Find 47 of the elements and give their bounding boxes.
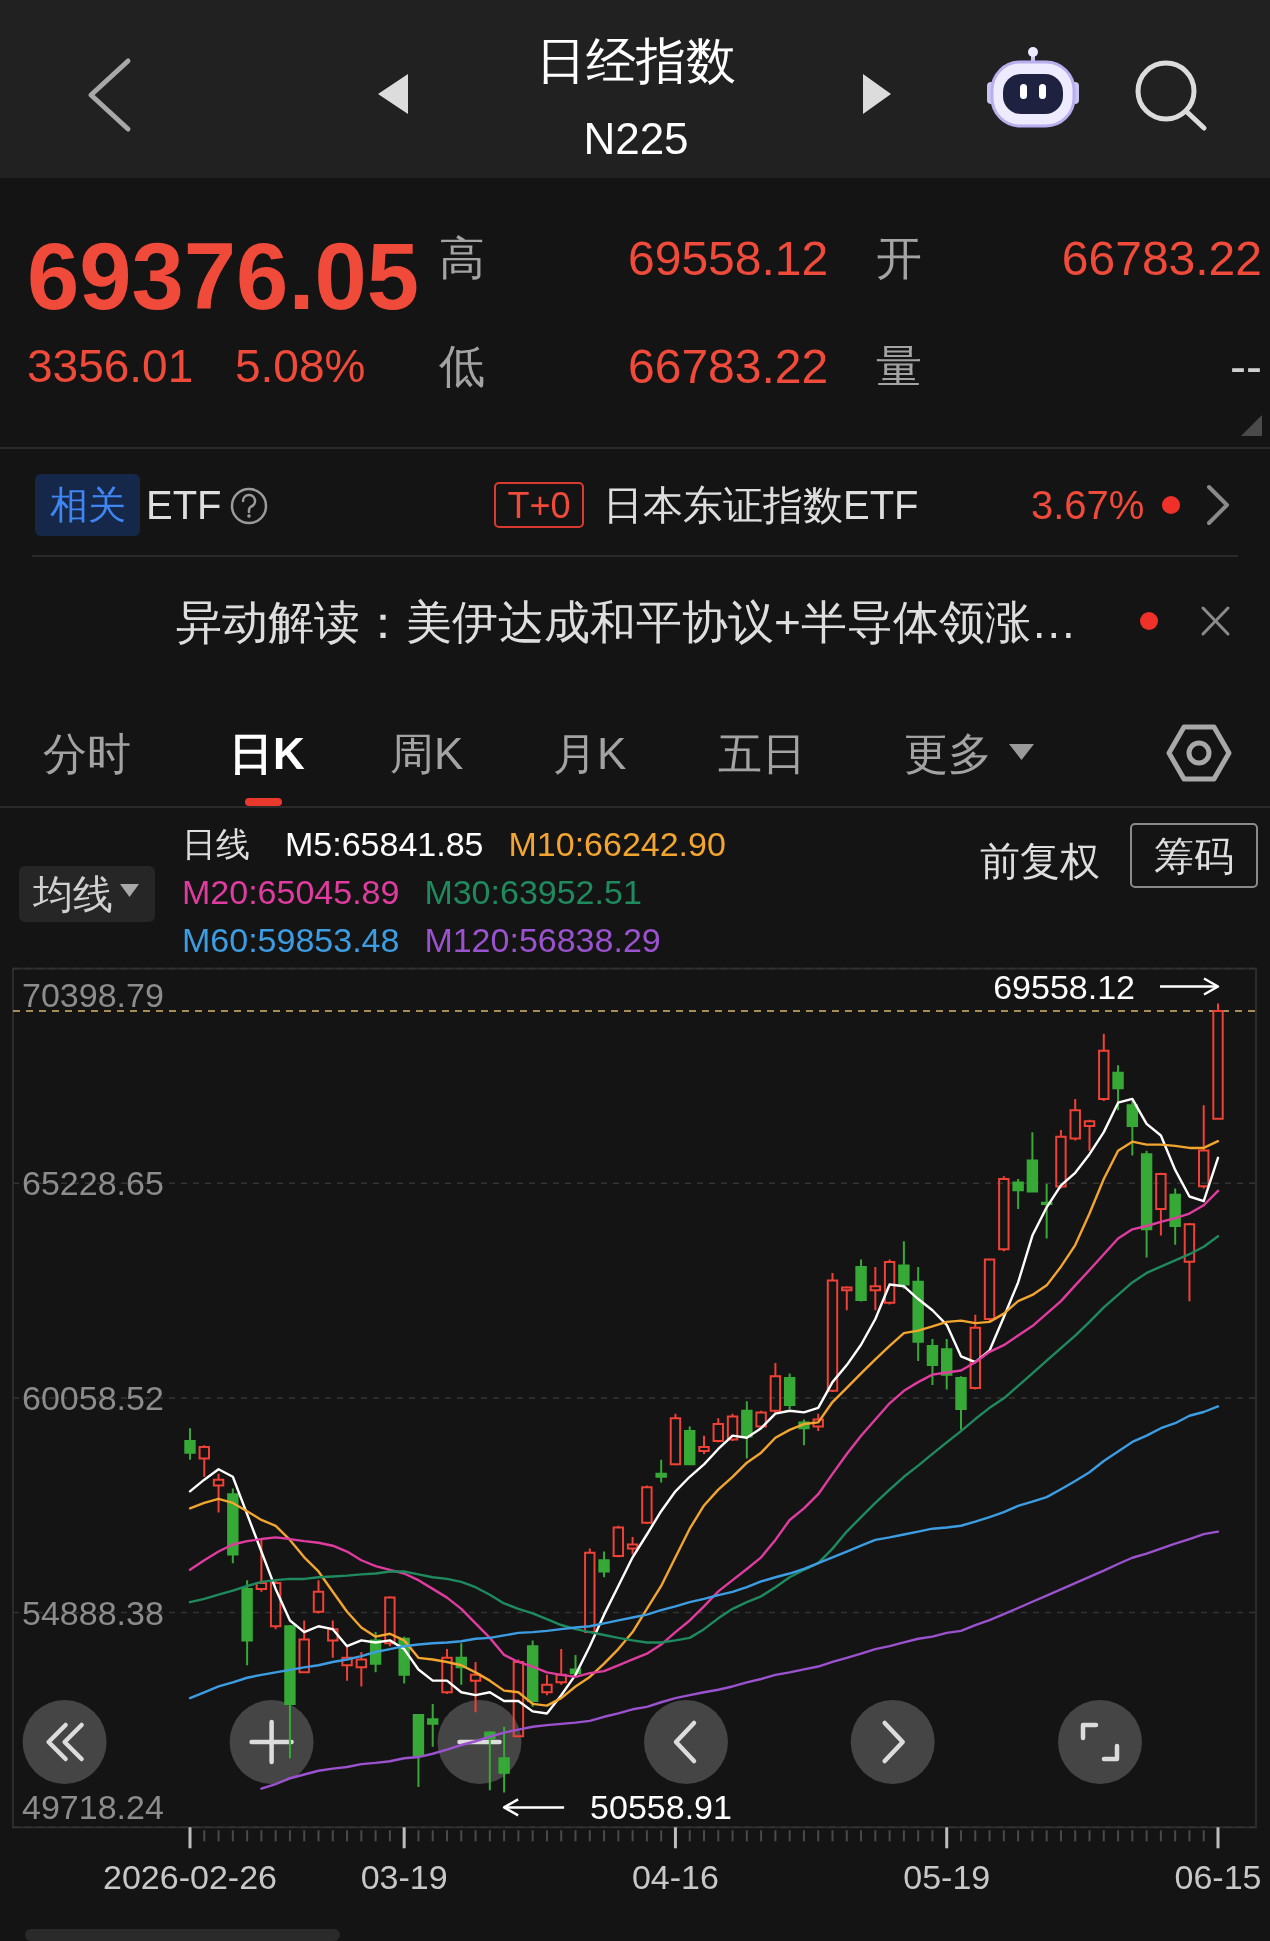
text: 低 <box>439 340 485 392</box>
text: M30:63952.51 <box>424 873 642 911</box>
y-tick-label: 60058.52 <box>22 1378 164 1417</box>
annotation: 50558.91 <box>590 1788 732 1827</box>
text: 筹码 <box>1154 834 1234 878</box>
text: 66783.22 <box>1061 231 1262 285</box>
x-tick-label: 03-19 <box>360 1858 448 1896</box>
text: 高 <box>439 232 485 284</box>
text: -- <box>1230 339 1262 393</box>
text: 周K <box>390 728 464 778</box>
text: M5:65841.85 <box>285 825 484 863</box>
y-tick-label: 49718.24 <box>22 1788 164 1827</box>
text: 分时 <box>43 728 131 778</box>
text: 69376.05 <box>27 223 420 329</box>
text: 相关 <box>49 484 126 526</box>
text: 异动解读：美伊达成和平协议+半导体领涨… <box>176 596 1077 648</box>
text: 日经指数 <box>536 33 736 89</box>
x-tick-label: 05-19 <box>903 1858 991 1896</box>
y-tick-label: 70398.79 <box>22 976 164 1015</box>
text: M120:56838.29 <box>424 921 661 959</box>
x-tick-label: 04-16 <box>631 1858 719 1896</box>
text: 量 <box>876 340 922 392</box>
text: M10:66242.90 <box>508 825 726 863</box>
text: 前复权 <box>980 839 1100 883</box>
text: 5.08% <box>235 340 366 392</box>
text: 日K <box>229 728 305 778</box>
text: 更多 <box>904 728 992 778</box>
y-tick-label: 54888.38 <box>22 1593 164 1632</box>
text: ETF <box>146 483 222 527</box>
x-tick-label: 06-15 <box>1174 1858 1262 1896</box>
text: 66783.22 <box>628 339 829 393</box>
text: N225 <box>583 113 689 163</box>
text: T+0 <box>507 484 571 526</box>
text: 69558.12 <box>628 231 829 285</box>
text: M20:65045.89 <box>182 873 400 911</box>
text: 均线 <box>32 872 113 916</box>
annotation: 69558.12 <box>993 967 1135 1006</box>
legend-title: 日线 <box>182 825 250 863</box>
text: 日本东证指数ETF <box>603 483 919 527</box>
text: 月K <box>553 728 627 778</box>
y-tick-label: 65228.65 <box>22 1164 164 1203</box>
text: 开 <box>876 232 922 284</box>
text: 3.67% <box>1031 483 1145 527</box>
text: 3356.01 <box>27 340 194 392</box>
x-tick-label: 2026-02-26 <box>103 1858 277 1896</box>
text: M60:59853.48 <box>182 921 400 959</box>
text: 五日 <box>718 728 806 778</box>
